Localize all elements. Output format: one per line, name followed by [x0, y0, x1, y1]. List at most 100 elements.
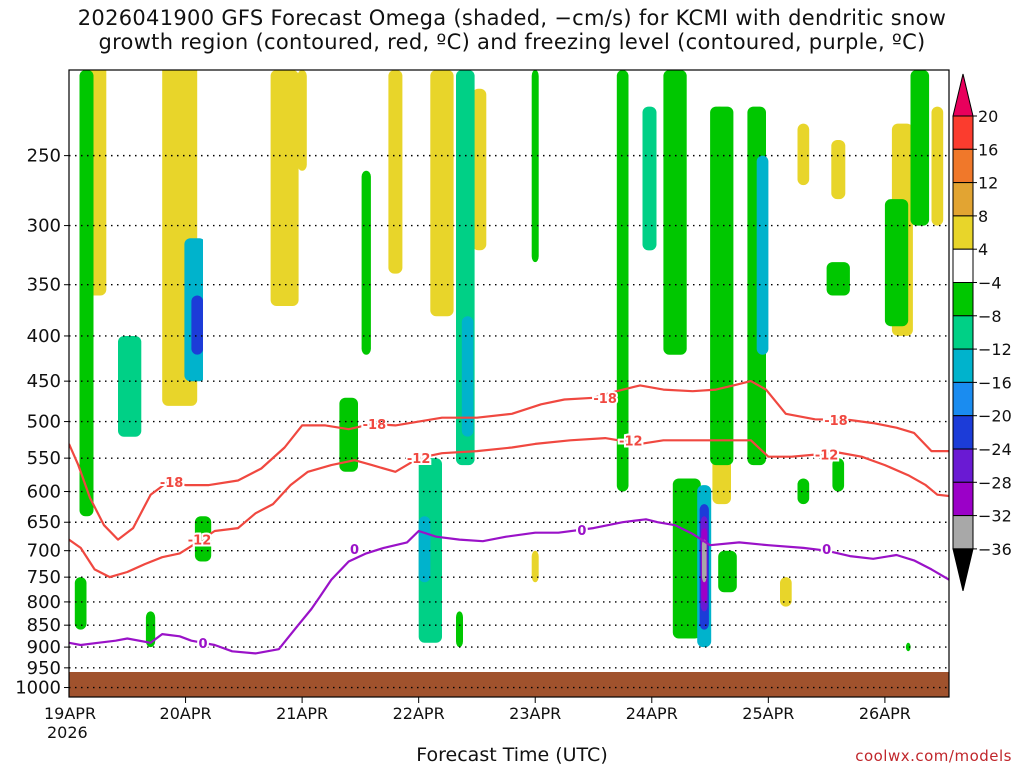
colorbar-segment [952, 248, 974, 283]
colorbar-label: −36 [978, 540, 1012, 559]
x-tick-sublabel: 2026 [47, 723, 88, 742]
y-tick-label: 300 [27, 216, 61, 237]
x-tick-label: 20APR [160, 704, 212, 723]
y-tick-label: 400 [27, 326, 61, 347]
ascent-shade-2 [145, 611, 156, 648]
x-tick-label: 24APR [626, 704, 678, 723]
y-tick-label: 700 [27, 541, 61, 562]
ascent-shade-23 [797, 478, 810, 505]
contour-line-0 [69, 518, 949, 655]
subsidence-shade-20 [780, 577, 792, 607]
colorbar-label: −24 [978, 440, 1012, 459]
subsidence-shade-2 [118, 336, 142, 437]
contour-label: -18 [160, 476, 184, 491]
colorbar-label: −32 [978, 507, 1012, 526]
y-tick-label: 500 [27, 412, 61, 433]
colorbar-label: 8 [978, 207, 988, 226]
contour-label: -12 [619, 434, 643, 449]
colorbar-top-arrow [952, 73, 974, 117]
x-axis-title: Forecast Time (UTC) [416, 744, 608, 766]
ground-surface-band [69, 672, 949, 697]
colorbar-segment [952, 381, 974, 417]
colorbar-segment [952, 348, 974, 383]
subsidence-shade-8 [388, 70, 403, 274]
subsidence-shade-11 [684, 88, 708, 444]
colorbar-segment [952, 415, 974, 450]
x-tick-label: 21APR [276, 704, 328, 723]
x-tick-label: 19APR [44, 704, 96, 723]
ascent-shade-19 [884, 199, 909, 327]
y-tick-label: 900 [27, 637, 61, 658]
ascent-shade-0 [79, 70, 94, 517]
subsidence-shade-22 [297, 70, 307, 171]
subsidence-shade-10 [472, 88, 487, 251]
ascent-shade-11 [616, 70, 629, 492]
contour-label: -12 [188, 534, 212, 549]
colorbar-segment [952, 115, 974, 150]
contour-label: 0 [199, 637, 208, 652]
y-tick-label: 650 [27, 512, 61, 533]
subsidence-shade-15 [831, 140, 846, 200]
colorbar-segment [952, 481, 974, 517]
ascent-shade-15 [710, 106, 734, 466]
colorbar-label: −8 [978, 307, 1002, 326]
contour-label: -12 [815, 449, 839, 464]
subsidence-shade-7 [270, 70, 299, 306]
x-tick-label: 26APR [859, 704, 911, 723]
y-tick-label: 750 [27, 567, 61, 588]
subsidence-shade-9 [430, 70, 454, 317]
colorbar-segment [952, 315, 974, 350]
ascent-shade-10 [531, 70, 539, 263]
y-tick-label: 350 [27, 275, 61, 296]
omega-colorbar: 20 16 12 8 4 −4 −8 −12 −16 −20 −24 −28 −32 −36 [952, 73, 1012, 592]
y-tick-label: 600 [27, 482, 61, 503]
contour-line-minus12 [69, 437, 949, 579]
ascent-shade-18 [826, 262, 850, 296]
contour-label: 0 [577, 524, 586, 539]
chart-title: 2026041900 GFS Forecast Omega (shaded, −… [0, 6, 1024, 54]
colorbar-label: −16 [978, 373, 1012, 392]
chart-title-line1: 2026041900 GFS Forecast Omega (shaded, −… [77, 6, 947, 30]
colorbar-label: −28 [978, 473, 1012, 492]
colorbar-segment [952, 215, 974, 250]
colorbar-label: 12 [978, 174, 998, 193]
subsidence-shade-14 [797, 123, 810, 186]
ascent-shade-20 [910, 70, 930, 226]
subsidence-shade-6 [203, 106, 227, 459]
colorbar-segment [952, 448, 974, 483]
y-tick-label: 1000 [15, 678, 61, 699]
ascent-shade-12 [642, 106, 657, 251]
ascent-shade-21 [456, 611, 463, 648]
plot-frame [68, 69, 950, 698]
y-tick-label: 950 [27, 658, 61, 679]
ascent-shade-17 [756, 155, 769, 355]
y-tick-label: 450 [27, 371, 61, 392]
colorbar-label: −20 [978, 407, 1012, 426]
chart-title-line2: growth region (contoured, red, ºC) and f… [98, 30, 926, 54]
ascent-shade-22 [832, 458, 845, 492]
x-tick-label: 23APR [509, 704, 561, 723]
subsidence-shade-18 [179, 629, 192, 656]
y-tick-label: 250 [27, 146, 61, 167]
ascent-shade-24 [905, 642, 911, 652]
ascent-shade-1 [74, 577, 87, 630]
subsidence-shade-13 [718, 550, 737, 593]
subsidence-shade-17 [931, 106, 944, 226]
colorbar-label: −12 [978, 340, 1012, 359]
source-credit: coolwx.com/models [855, 747, 1012, 765]
pressure-grid [69, 154, 949, 689]
ascent-shade-5 [361, 170, 371, 355]
x-tick-label: 25APR [742, 704, 794, 723]
colorbar-label: −4 [978, 274, 1002, 293]
contour-label: -18 [824, 414, 848, 429]
ascent-shade-14 [672, 478, 701, 639]
ascent-shade-9 [461, 316, 474, 437]
pressure-axis: 2503003504004505005506006507007508008509… [15, 146, 69, 699]
temperature-contours: -18 -18 -18 -18 -12 -12 -12 -12 0 0 0 0 [69, 380, 949, 655]
contour-label: 0 [350, 543, 359, 558]
contour-label: -18 [363, 418, 387, 433]
y-tick-label: 850 [27, 615, 61, 636]
colorbar-segment [952, 182, 974, 217]
